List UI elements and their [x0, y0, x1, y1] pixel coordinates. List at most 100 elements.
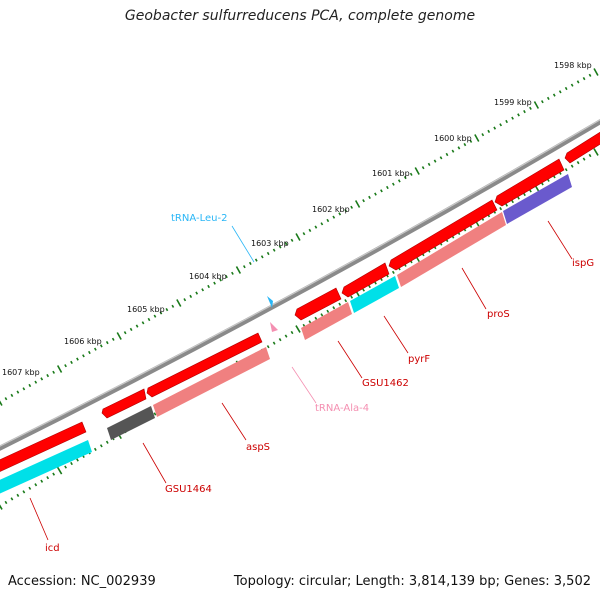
scale-tick-minor — [219, 278, 222, 282]
inner-tick-minor — [4, 500, 8, 505]
inner-tick-minor — [499, 207, 503, 211]
cds-block-gsu1464[interactable] — [107, 406, 155, 440]
inner-tick-minor — [362, 288, 365, 292]
map-title: Geobacter sulfurreducens PCA, complete g… — [124, 8, 476, 24]
scale-tick-minor — [409, 172, 413, 176]
gene-arrow-gsu1462[interactable] — [294, 287, 342, 321]
scale-tick-minor — [463, 142, 467, 147]
scale-tick-minor — [397, 179, 401, 183]
inner-tick-minor — [314, 316, 318, 320]
inner-tick-minor — [517, 196, 520, 200]
tick-label-1600: 1600 kbp — [434, 134, 472, 143]
gene-arrow-icd[interactable] — [0, 421, 87, 472]
scale-tick-minor — [213, 281, 216, 285]
scale-tick-major — [116, 332, 122, 340]
gene-label-icd[interactable]: icd — [45, 543, 60, 554]
cds-block-pros[interactable] — [397, 212, 506, 287]
scale-tick-minor — [362, 199, 365, 203]
leader-gsu1462 — [337, 340, 363, 379]
gene-label-trna-leu-2[interactable]: tRNA-Leu-2 — [171, 213, 227, 224]
trna-marker-leu-2[interactable] — [267, 296, 273, 308]
accession-text: Accession: NC_002939 — [8, 574, 156, 589]
inner-tick-minor — [28, 486, 32, 490]
gene-label-trna-ala-4[interactable]: tRNA-Ala-4 — [315, 403, 369, 414]
inner-tick-minor — [332, 306, 336, 310]
gene-arrow-ispg[interactable] — [494, 158, 565, 207]
inner-tick-minor — [344, 299, 348, 303]
inner-tick-minor — [564, 168, 568, 172]
inner-tick-minor — [105, 440, 109, 444]
scale-tick-minor — [403, 175, 407, 180]
tick-label-1605: 1605 kbp — [127, 305, 165, 314]
scale-tick-minor — [207, 284, 210, 289]
tick-label-1602: 1602 kbp — [312, 205, 350, 214]
scale-tick-minor — [266, 251, 270, 256]
trna-marker-ala-4[interactable] — [270, 322, 278, 332]
scale-tick-minor — [260, 255, 264, 259]
gene-label-gsu1464[interactable]: GSU1464 — [165, 484, 212, 495]
leader-pros — [461, 267, 487, 310]
scale-tick-minor — [34, 380, 38, 384]
scale-tick-minor — [254, 258, 258, 262]
inner-tick-minor — [99, 444, 103, 448]
scale-tick-minor — [99, 344, 103, 348]
scale-tick-minor — [338, 212, 342, 216]
gene-label-ispg[interactable]: ispG — [572, 258, 594, 269]
scale-tick-minor — [40, 377, 44, 381]
gene-label-pros[interactable]: proS — [487, 309, 510, 320]
scale-tick-minor — [540, 100, 544, 104]
inner-tick-minor — [338, 302, 342, 306]
scale-tick-minor — [290, 238, 294, 242]
scale-ticks-inner — [0, 148, 599, 510]
scale-tick-minor — [10, 393, 14, 398]
scale-tick-minor — [82, 354, 85, 358]
gene-label-pyrf[interactable]: pyrF — [408, 354, 430, 365]
inner-tick-minor — [76, 458, 79, 462]
scale-tick-minor — [183, 298, 187, 302]
gene-arrow-pyrf[interactable] — [341, 262, 390, 298]
gene-arrow-next[interactable] — [564, 131, 600, 164]
scale-tick-minor — [76, 357, 79, 361]
scale-tick-minor — [493, 126, 497, 130]
leader-trna-leu — [231, 225, 255, 263]
scale-tick-minor — [529, 106, 532, 110]
cds-block-gsu1462[interactable] — [301, 302, 352, 340]
scale-tick-major — [533, 101, 540, 109]
scale-tick-minor — [314, 225, 318, 229]
scale-tick-minor — [201, 288, 205, 292]
scale-tick-minor — [350, 205, 354, 209]
gene-label-asps[interactable]: aspS — [246, 442, 270, 453]
scale-tick-minor — [368, 195, 371, 200]
inner-tick-major — [0, 504, 3, 510]
scale-tick-minor — [105, 340, 109, 345]
inner-tick-minor — [570, 164, 574, 168]
cds-block-icd[interactable] — [0, 440, 92, 494]
cds-block-pyrf[interactable] — [350, 276, 399, 313]
scale-tick-minor — [64, 364, 67, 368]
inner-tick-minor — [64, 465, 67, 469]
scale-tick-minor — [147, 317, 151, 322]
scale-tick-minor — [93, 347, 97, 351]
scale-tick-minor — [189, 294, 193, 299]
gene-label-gsu1462[interactable]: GSU1462 — [362, 378, 409, 389]
genome-backbone — [0, 118, 600, 451]
cds-block-ispg[interactable] — [503, 174, 572, 224]
gene-track-cds — [0, 174, 572, 494]
gene-arrow-asps[interactable] — [146, 332, 263, 398]
gene-track-strand — [0, 131, 600, 472]
scale-tick-minor — [248, 261, 252, 266]
gene-arrow-gsu1464[interactable] — [101, 388, 147, 419]
scale-tick-minor — [499, 123, 503, 127]
inner-tick-minor — [266, 345, 270, 349]
scale-tick-major — [235, 266, 242, 274]
scale-tick-minor — [439, 156, 443, 160]
scale-tick-minor — [457, 146, 461, 150]
scale-tick-minor — [487, 129, 491, 134]
scale-tick-minor — [546, 96, 550, 101]
cds-block-asps[interactable] — [153, 347, 270, 417]
scale-tick-minor — [111, 337, 115, 341]
inner-tick-minor — [153, 412, 157, 416]
inner-tick-major — [295, 325, 301, 333]
gene-arrow-pros[interactable] — [388, 199, 498, 271]
